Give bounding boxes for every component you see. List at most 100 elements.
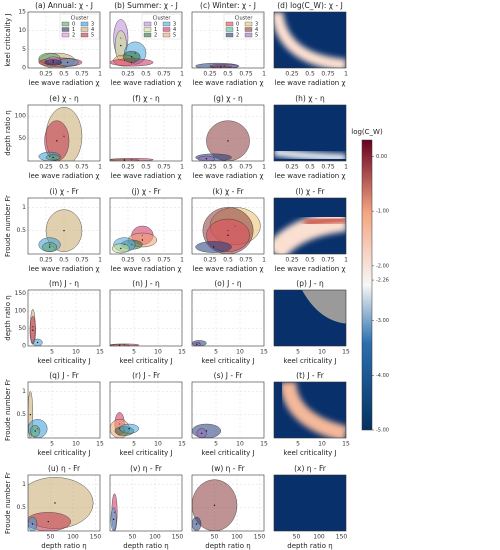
x-tick-label: 1	[262, 257, 266, 264]
cluster-center	[63, 229, 65, 232]
legend-swatch	[80, 27, 89, 32]
legend-swatch	[244, 21, 253, 27]
heat-region	[302, 290, 346, 324]
plot-area	[192, 290, 264, 346]
cluster-center	[123, 159, 126, 161]
panel-frame	[191, 381, 265, 439]
panel-title: (m) J - η	[49, 279, 79, 288]
x-tick-label: 0.75	[321, 257, 335, 264]
cluster-center	[120, 247, 122, 250]
plot-area	[110, 290, 182, 346]
panel-frame	[109, 197, 183, 255]
x-tick-label: 15	[342, 349, 350, 356]
x-axis-label: lee wave radiation χ	[275, 79, 346, 87]
legend-swatch	[61, 21, 70, 27]
panel-title: (l) χ - Fr	[296, 187, 326, 196]
cluster-center	[56, 140, 58, 142]
y-tick-label: 5	[22, 46, 26, 53]
x-tick-label: 0.25	[285, 164, 299, 171]
x-tick-label: 1	[344, 164, 348, 171]
x-tick-label: 0.75	[321, 71, 335, 78]
x-tick-label: 0.5	[141, 71, 151, 78]
cluster-center	[227, 140, 229, 142]
x-tick-label: 15	[96, 441, 104, 448]
panel-frame	[109, 381, 183, 439]
cluster-center	[36, 341, 39, 344]
x-tick-label: 15	[260, 441, 268, 448]
y-axis-label: depth ratio η	[4, 110, 12, 155]
colorbar-tick-label: 0.00	[376, 154, 387, 160]
panel-frame	[191, 104, 265, 162]
x-tick-label: 1	[262, 71, 266, 78]
plot-area	[192, 475, 264, 531]
x-tick-label: 0.25	[121, 164, 135, 171]
x-tick-label: 0.25	[39, 71, 53, 78]
x-tick-label: 0.75	[239, 71, 253, 78]
panel-frame	[27, 381, 101, 439]
plot-area	[28, 105, 100, 161]
legend-label: 5	[91, 33, 94, 39]
x-tick-label: 0.75	[157, 164, 171, 171]
x-tick-label: 10	[318, 441, 326, 448]
x-tick-label: 0.5	[223, 71, 233, 78]
plot-area	[274, 475, 346, 531]
plot-area	[110, 382, 182, 438]
y-axis-label: Froude number Fr	[4, 379, 12, 441]
panel-frame	[109, 104, 183, 162]
panel-frame	[191, 289, 265, 347]
colorbar-tick-label: -5.00	[376, 428, 389, 434]
legend-swatch	[61, 32, 70, 38]
x-tick-label: 0.25	[203, 257, 217, 264]
y-axis-label: depth ratio η	[4, 295, 12, 340]
cluster-center	[227, 234, 229, 237]
cluster-center	[118, 344, 121, 346]
cluster-center	[200, 432, 203, 435]
x-tick-label: 150	[90, 534, 102, 541]
legend-swatch	[143, 21, 152, 27]
x-axis-label: lee wave radiation χ	[29, 172, 100, 180]
legend-swatch	[244, 32, 253, 38]
plot-area	[274, 12, 346, 68]
cluster-center	[52, 61, 54, 64]
panel-frame	[27, 197, 101, 255]
x-axis-label: lee wave radiation χ	[111, 79, 182, 87]
panel-frame	[109, 474, 183, 532]
plot-area	[192, 12, 264, 68]
panel-title: (h) χ - η	[295, 94, 325, 103]
x-tick-label: 5	[132, 441, 136, 448]
panel-title: (q) J - Fr	[49, 371, 79, 380]
x-tick-label: 100	[231, 534, 243, 541]
cluster-center	[29, 413, 32, 416]
x-tick-label: 0.5	[59, 257, 69, 264]
x-axis-label: lee wave radiation χ	[193, 79, 264, 87]
x-axis-label: lee wave radiation χ	[29, 79, 100, 87]
legend-swatch	[162, 21, 171, 27]
x-tick-label: 0.75	[321, 164, 335, 171]
x-axis-label: depth ratio η	[41, 542, 86, 550]
legend-label: 2	[236, 33, 239, 39]
panel-frame	[191, 11, 265, 69]
panel-title: (u) η - Fr	[48, 464, 81, 473]
panel-frame	[109, 289, 183, 347]
y-axis-label: keel criticality J	[4, 13, 12, 66]
panel-frame	[27, 104, 101, 162]
x-tick-label: 0.5	[305, 164, 315, 171]
cluster-center	[54, 502, 56, 504]
x-tick-label: 0.25	[121, 71, 135, 78]
panel-title: (w) η - Fr	[211, 464, 245, 473]
legend-swatch	[162, 27, 171, 32]
x-axis-label: keel criticality J	[283, 357, 336, 365]
plot-area	[28, 290, 100, 346]
plot-area	[28, 475, 100, 531]
cluster-center	[213, 504, 216, 507]
panel-title: (x) η - Fr	[294, 464, 327, 473]
legend-swatch	[143, 32, 152, 38]
x-tick-label: 5	[214, 441, 218, 448]
plot-area	[110, 475, 182, 531]
panel-frame	[109, 11, 183, 69]
x-tick-label: 5	[132, 349, 136, 356]
x-tick-label: 10	[72, 441, 80, 448]
x-axis-label: lee wave radiation χ	[29, 265, 100, 273]
legend-swatch	[80, 21, 89, 27]
x-axis-label: lee wave radiation χ	[111, 265, 182, 273]
